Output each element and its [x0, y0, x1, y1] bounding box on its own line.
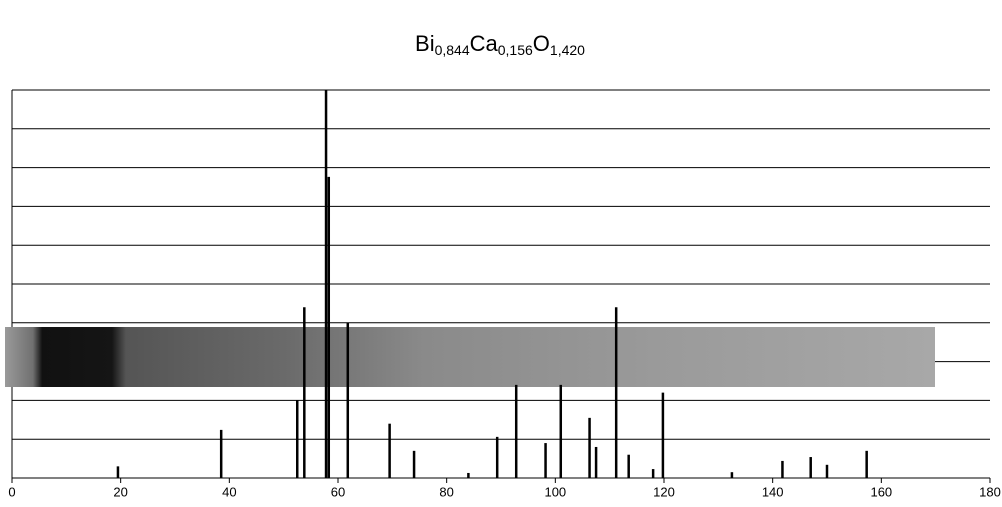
- x-tick-label: 80: [439, 484, 453, 499]
- chart-title: Bi0,844Ca0,156O1,420: [415, 31, 585, 58]
- film-strip: [5, 327, 935, 387]
- x-tick-label: 160: [870, 484, 892, 499]
- x-tick-label: 140: [762, 484, 784, 499]
- x-tick-label: 120: [653, 484, 675, 499]
- x-tick-label: 60: [331, 484, 345, 499]
- x-tick-label: 100: [544, 484, 566, 499]
- x-tick-label: 180: [979, 484, 1001, 499]
- x-tick-label: 0: [8, 484, 15, 499]
- x-tick-label: 20: [113, 484, 127, 499]
- x-tick-label: 40: [222, 484, 236, 499]
